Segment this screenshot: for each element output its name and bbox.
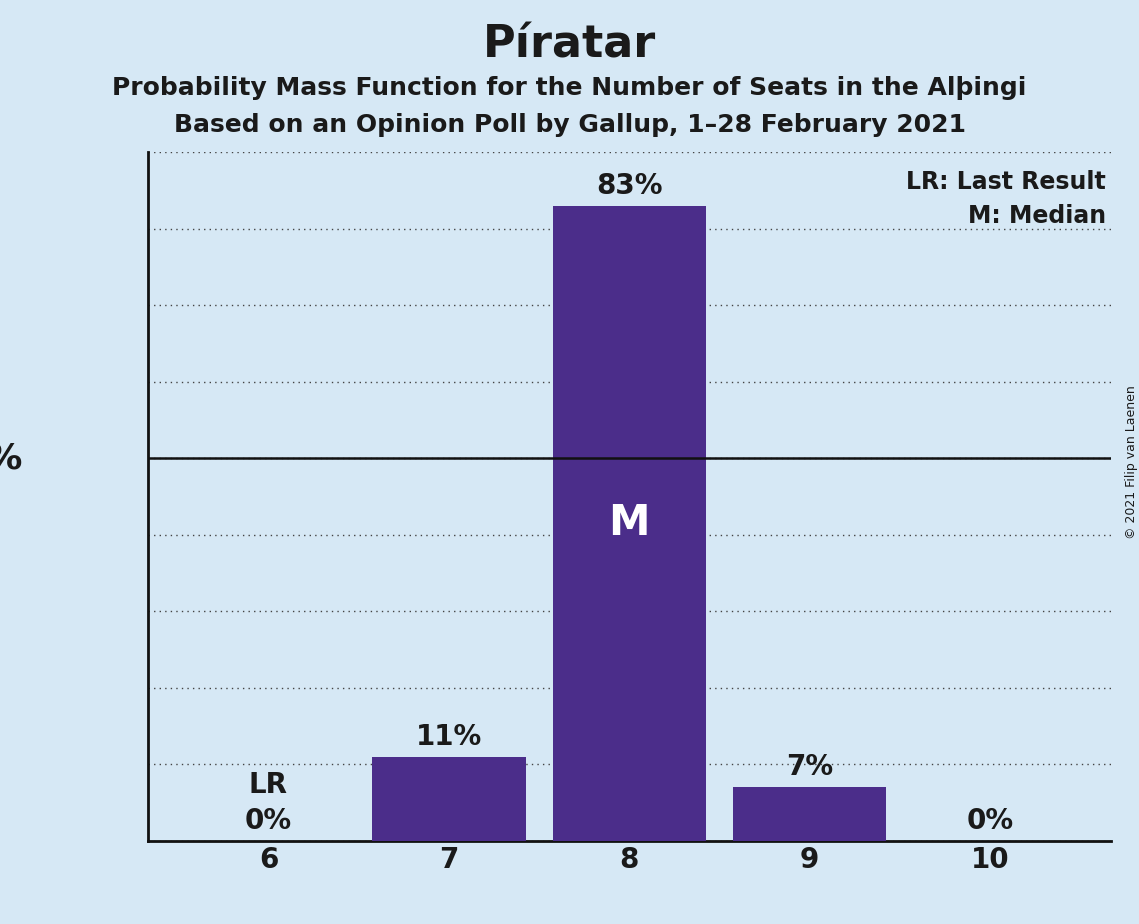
Text: © 2021 Filip van Laenen: © 2021 Filip van Laenen [1124,385,1138,539]
Text: M: Median: M: Median [968,204,1106,228]
Text: Probability Mass Function for the Number of Seats in the Alþingi: Probability Mass Function for the Number… [113,76,1026,100]
Text: LR: Last Result: LR: Last Result [906,170,1106,194]
Text: 0%: 0% [967,807,1014,834]
Bar [552,206,706,841]
Text: 11%: 11% [416,723,482,750]
Text: 7%: 7% [786,753,834,781]
Bar [734,787,886,841]
Bar [372,757,525,841]
Text: Based on an Opinion Poll by Gallup, 1–28 February 2021: Based on an Opinion Poll by Gallup, 1–28… [173,113,966,137]
Text: M: M [608,503,650,544]
Text: 50%: 50% [0,442,23,476]
Text: 0%: 0% [245,807,292,834]
Text: 83%: 83% [596,172,663,200]
Text: Píratar: Píratar [483,23,656,67]
Text: LR: LR [249,771,288,798]
